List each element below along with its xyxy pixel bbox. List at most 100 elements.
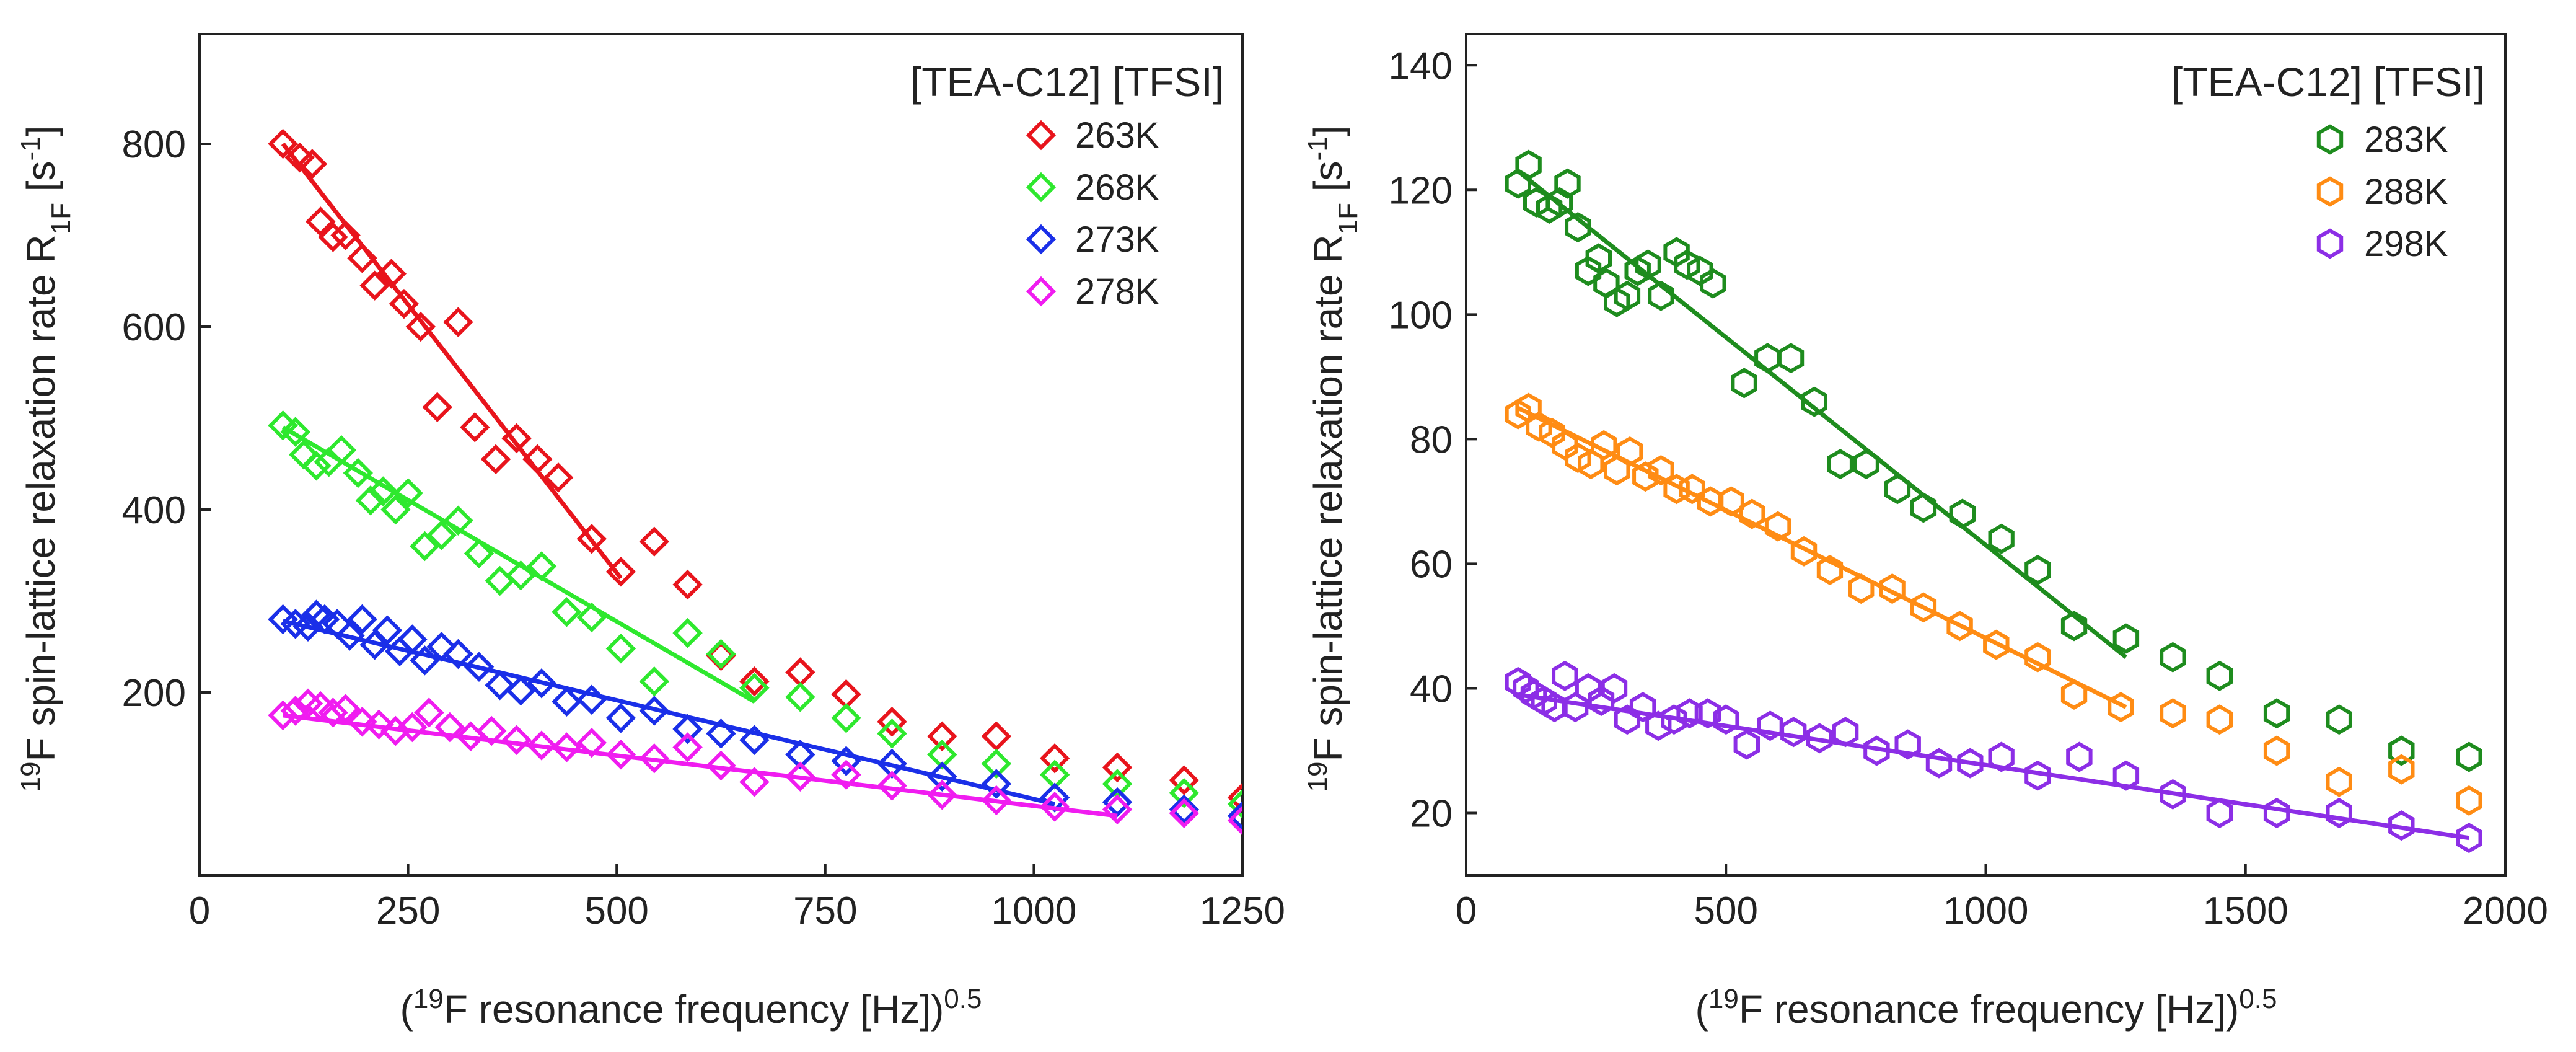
left-point-263K [605, 557, 636, 587]
right-point-288K [1679, 474, 1705, 505]
right-y-title-sup: 19 [1303, 762, 1333, 792]
right-point-298K [1676, 698, 1703, 729]
left-legend-label-278K: 278K [1075, 272, 1159, 312]
right-point-298K [1925, 748, 1953, 779]
right-point-288K [2206, 704, 2233, 735]
right-fit-line-288K [1517, 405, 2127, 709]
right-point-298K [1661, 704, 1687, 735]
right-y-tick-label: 80 [1410, 418, 1453, 461]
left-point-268K [410, 531, 440, 562]
left-point-278K [501, 725, 532, 755]
right-chart: 19F spin-lattice relaxation rate R1F [s-… [1303, 33, 2548, 1032]
right-point-298K [1988, 741, 2015, 772]
left-point-278K [280, 696, 311, 726]
right-legend-label-288K: 288K [2364, 172, 2448, 212]
left-point-278K [706, 750, 736, 781]
left-point-263K [460, 412, 490, 443]
right-x-title-open: ( [1695, 987, 1708, 1032]
right-legend-marker-288K [2316, 176, 2344, 207]
right-point-283K [1536, 193, 1563, 224]
left-point-273K [485, 670, 515, 701]
left-y-title-sub: 1F [46, 203, 76, 234]
left-point-263K [831, 679, 861, 710]
right-point-288K [2263, 735, 2290, 766]
right-series-288K [1505, 392, 2482, 816]
left-point-268K [367, 476, 398, 506]
right-y-tick-label: 120 [1389, 169, 1453, 212]
left-point-273K [672, 714, 703, 745]
left-point-278K [1102, 794, 1133, 825]
left-chart: 19F spin-lattice relaxation rate R1F [s-… [15, 33, 1285, 1032]
left-legend-label-263K: 263K [1075, 115, 1159, 156]
left-point-268K [1227, 789, 1242, 820]
left-point-273K [268, 604, 298, 635]
left-plot-frame [198, 33, 1244, 877]
left-legend: [TEA-C12] [TFSI] 263K 268K 273K 278K [910, 59, 1224, 312]
right-point-283K [1648, 280, 1674, 311]
right-point-283K [2160, 642, 2186, 673]
right-y-tick-label: 60 [1410, 543, 1453, 586]
left-point-263K [1227, 782, 1242, 813]
left-legend-marker-273K [1026, 224, 1057, 255]
left-point-263K [268, 128, 298, 159]
right-point-298K [1601, 673, 1628, 704]
right-point-288K [2326, 766, 2352, 797]
left-point-278K [1169, 798, 1200, 828]
right-point-288K [1879, 573, 1906, 604]
right-legend-marker-283K [2316, 124, 2344, 155]
right-point-283K [1624, 255, 1651, 286]
right-point-298K [1733, 729, 1760, 760]
left-point-278K [414, 697, 444, 728]
left-point-268K [1102, 769, 1133, 799]
right-point-283K [1777, 343, 1805, 374]
left-series-278K [268, 688, 1242, 836]
left-x-tick-label: 0 [189, 890, 210, 932]
left-y-tick-label: 800 [122, 123, 186, 166]
right-point-283K [2112, 623, 2140, 654]
right-y-tick-label: 40 [1410, 668, 1453, 710]
left-point-273K [927, 761, 957, 792]
left-y-title-exp: -1 [15, 136, 46, 161]
right-legend-title: [TEA-C12] [TFSI] [2171, 59, 2485, 105]
right-point-298K [1957, 748, 1984, 779]
left-point-263K [422, 392, 452, 423]
left-point-278K [739, 767, 770, 797]
left-point-268K [877, 718, 907, 749]
left-point-278K [397, 712, 428, 743]
right-point-298K [1757, 710, 1783, 741]
right-point-283K [1614, 280, 1641, 311]
right-fit-line-283K [1516, 169, 2128, 659]
left-point-268K [831, 703, 861, 733]
right-point-298K [1505, 666, 1531, 697]
right-point-298K [1863, 735, 1890, 766]
left-point-273K [443, 639, 473, 670]
left-point-268K [639, 666, 670, 697]
right-point-298K [1894, 729, 1921, 760]
left-point-278K [605, 740, 636, 770]
right-y-tick-label: 20 [1410, 792, 1453, 835]
left-point-278K [877, 771, 907, 801]
right-point-283K [1700, 268, 1726, 299]
left-x-title-main: F resonance frequency [Hz]) [444, 987, 944, 1032]
left-point-278K [639, 743, 670, 774]
right-x-title-exp: 0.5 [2239, 984, 2277, 1014]
right-x-tick-label: 2000 [2463, 890, 2548, 932]
right-legend-label-298K: 298K [2364, 224, 2448, 264]
left-point-278K [364, 709, 394, 740]
right-point-283K [1575, 255, 1602, 286]
right-point-283K [2263, 698, 2290, 729]
right-point-298K [2456, 823, 2482, 854]
left-fit-line-273K [282, 619, 1055, 807]
right-point-298K [1588, 686, 1615, 716]
right-point-298K [2112, 760, 2140, 791]
left-y-title-close: ] [19, 126, 63, 137]
left-x-tick-label: 750 [793, 890, 857, 932]
right-point-288K [1591, 430, 1617, 461]
left-point-268K [552, 596, 582, 627]
right-y-title-close: ] [1306, 126, 1350, 137]
left-point-268K [706, 639, 736, 670]
left-point-263K [785, 657, 815, 687]
left-point-263K [480, 444, 511, 475]
left-point-278K [552, 732, 582, 762]
